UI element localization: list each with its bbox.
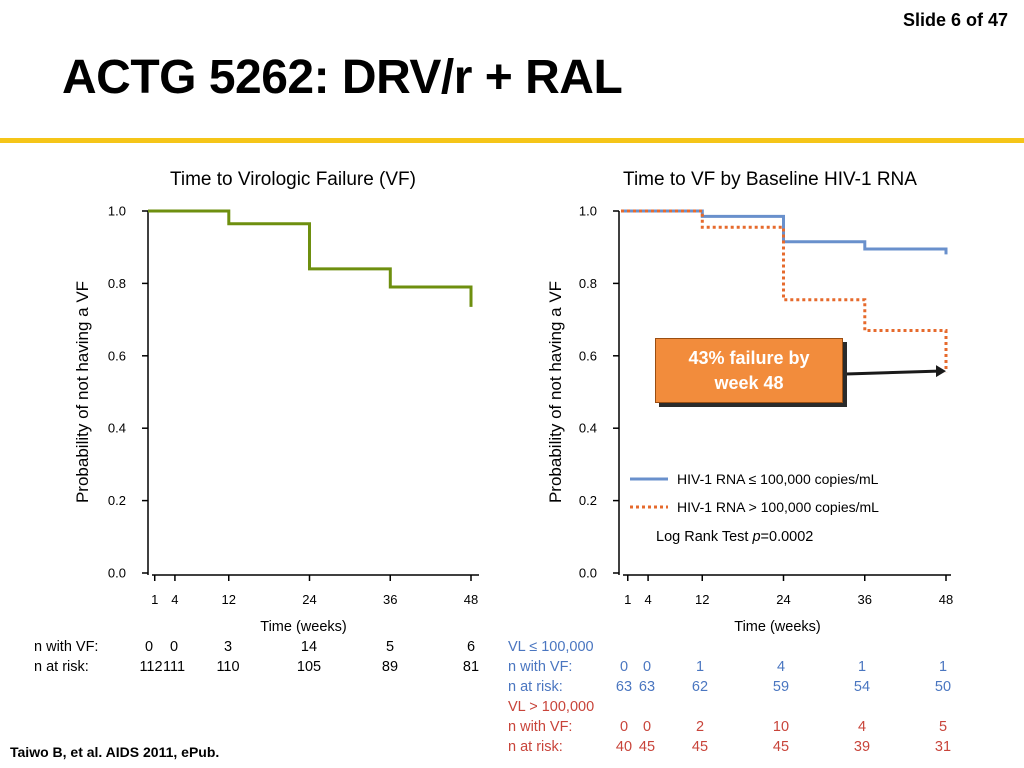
x-tick-label: 12 [695, 592, 709, 607]
risk-value: 14 [300, 639, 318, 655]
risk-value: 6 [466, 639, 476, 655]
slide-number: Slide 6 of 47 [902, 10, 1008, 30]
log-rank-annotation: Log Rank Test p=0.0002 [656, 529, 813, 545]
y-axis-label: Probability of not having a VF [73, 281, 92, 503]
x-axis-label: Time (weeks) [734, 619, 820, 635]
risk-value: 110 [216, 659, 240, 675]
x-tick-label: 36 [383, 592, 397, 607]
risk-value: 0 [642, 659, 652, 675]
risk-row-label: n at risk: [508, 679, 563, 695]
x-tick-label: 4 [644, 592, 651, 607]
risk-value: 111 [162, 659, 186, 675]
legend-label-1: HIV-1 RNA ≤ 100,000 copies/mL [677, 471, 879, 487]
y-tick-label: 0.0 [579, 566, 597, 581]
risk-value: 112 [139, 659, 163, 675]
x-tick-label: 24 [302, 592, 316, 607]
failure-callout: 43% failure by week 48 [655, 338, 843, 403]
risk-value: 45 [772, 739, 790, 755]
risk-value: 50 [934, 679, 952, 695]
risk-value: 1 [857, 659, 867, 675]
risk-row-label: n with VF: [508, 659, 573, 675]
callout-arrowhead [936, 365, 946, 378]
risk-value: 45 [638, 739, 656, 755]
risk-value: 54 [853, 679, 871, 695]
risk-value: 31 [934, 739, 952, 755]
risk-value: 63 [638, 679, 656, 695]
risk-group-header: VL ≤ 100,000 [508, 639, 594, 655]
risk-group-header: VL > 100,000 [508, 699, 595, 715]
risk-row-label: n with VF: [34, 639, 99, 655]
slide-title: ACTG 5262: DRV/r + RAL [62, 51, 623, 104]
x-tick-label: 1 [624, 592, 631, 607]
risk-value: 0 [619, 659, 629, 675]
risk-value: 4 [776, 659, 786, 675]
y-tick-label: 0.8 [579, 276, 597, 291]
y-tick-label: 0.6 [108, 348, 126, 363]
x-tick-label: 24 [776, 592, 790, 607]
y-tick-label: 1.0 [579, 204, 597, 219]
survival-curve-1 [148, 209, 473, 307]
risk-value: 0 [169, 639, 179, 655]
x-axis-label: Time (weeks) [260, 619, 346, 635]
y-axis-label: Probability of not having a VF [546, 281, 565, 503]
legend-label-2: HIV-1 RNA > 100,000 copies/mL [677, 499, 879, 515]
risk-value: 40 [615, 739, 633, 755]
log-rank-value: =0.0002 [761, 529, 814, 545]
log-rank-prefix: Log Rank Test [656, 529, 752, 545]
risk-value: 45 [691, 739, 709, 755]
risk-value: 62 [691, 679, 709, 695]
log-rank-p: p [751, 529, 760, 545]
risk-row-label: n at risk: [34, 659, 89, 675]
risk-value: 5 [385, 639, 395, 655]
y-tick-label: 0.6 [579, 348, 597, 363]
risk-row-label: n with VF: [508, 719, 573, 735]
y-tick-label: 1.0 [108, 204, 126, 219]
chart-title: Time to Virologic Failure (VF) [170, 169, 416, 190]
risk-value: 1 [938, 659, 948, 675]
chart-title: Time to VF by Baseline HIV-1 RNA [623, 169, 917, 190]
x-tick-label: 1 [151, 592, 158, 607]
risk-value: 0 [144, 639, 154, 655]
y-tick-label: 0.2 [579, 493, 597, 508]
x-tick-label: 12 [222, 592, 236, 607]
risk-value: 39 [853, 739, 871, 755]
y-tick-label: 0.4 [579, 421, 597, 436]
risk-value: 63 [615, 679, 633, 695]
y-tick-label: 0.4 [108, 421, 126, 436]
y-tick-label: 0.8 [108, 276, 126, 291]
risk-value: 59 [772, 679, 790, 695]
x-tick-label: 36 [858, 592, 872, 607]
callout-line-1: 43% failure by [688, 348, 810, 368]
y-tick-label: 0.2 [108, 493, 126, 508]
risk-value: 4 [857, 719, 867, 735]
x-tick-label: 4 [171, 592, 178, 607]
y-tick-label: 0.0 [108, 566, 126, 581]
risk-value: 2 [695, 719, 705, 735]
risk-value: 0 [619, 719, 629, 735]
risk-value: 5 [938, 719, 948, 735]
callout-arrow-line [845, 369, 939, 376]
risk-value: 0 [642, 719, 652, 735]
title-divider [0, 138, 1024, 143]
risk-value: 3 [223, 639, 233, 655]
risk-value: 10 [772, 719, 790, 735]
citation: Taiwo B, et al. AIDS 2011, ePub. [10, 744, 220, 760]
risk-value: 1 [695, 659, 705, 675]
risk-row-label: n at risk: [508, 739, 563, 755]
callout-line-2: week 48 [714, 373, 784, 393]
x-tick-label: 48 [939, 592, 953, 607]
risk-value: 89 [381, 659, 399, 675]
risk-value: 105 [296, 659, 322, 675]
risk-value: 81 [462, 659, 480, 675]
x-tick-label: 48 [464, 592, 478, 607]
survival-curve-2 [621, 209, 948, 373]
